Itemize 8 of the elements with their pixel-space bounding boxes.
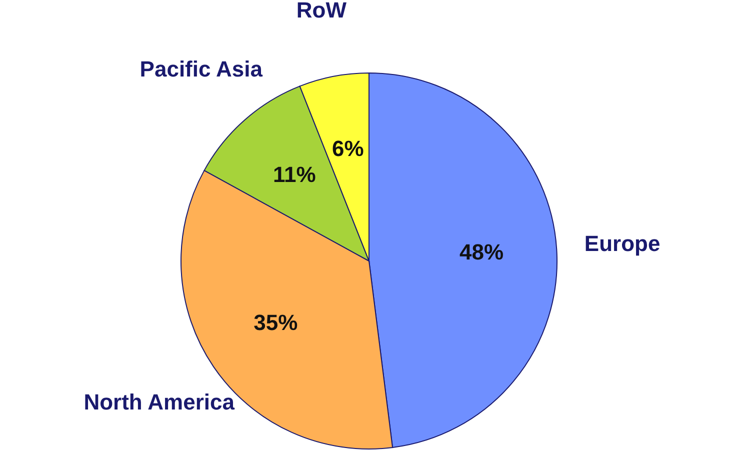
data-label: 48% bbox=[460, 240, 504, 265]
slice-label: Europe bbox=[584, 230, 660, 256]
data-label: 35% bbox=[254, 310, 298, 336]
data-label: 11% bbox=[272, 162, 316, 188]
slice-label: North America bbox=[84, 389, 236, 414]
data-label: 6% bbox=[332, 136, 364, 162]
slice-label: Pacific Asia bbox=[140, 56, 264, 82]
slice-label: RoW bbox=[296, 0, 347, 23]
